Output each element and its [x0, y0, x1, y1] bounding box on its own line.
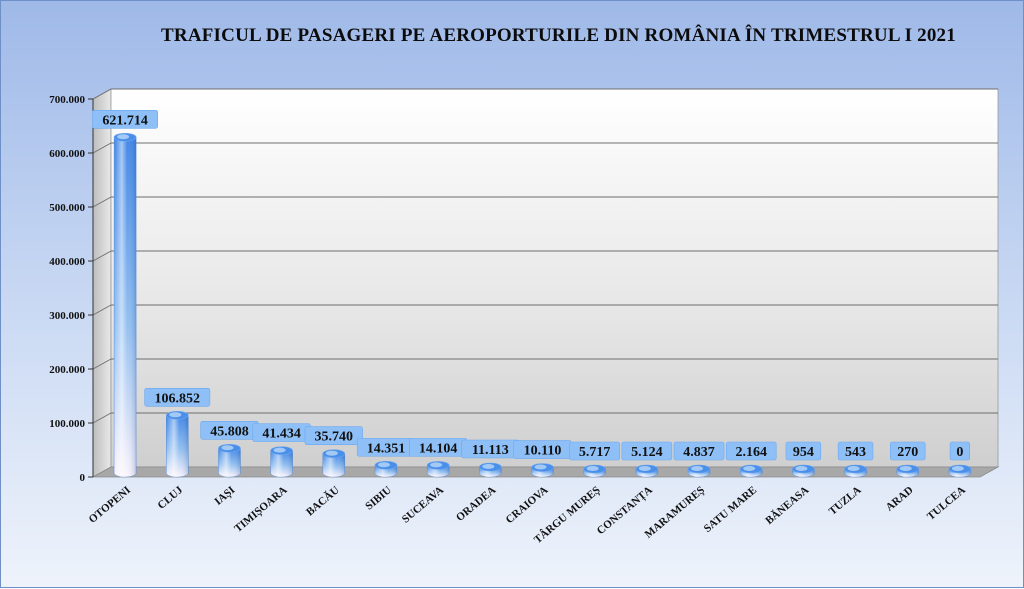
data-label-bg — [304, 426, 363, 446]
back-wall — [110, 88, 999, 468]
data-label-bg — [673, 441, 725, 461]
bars-layer — [113, 132, 972, 478]
data-label-bg — [785, 441, 822, 461]
gridline-side — [92, 250, 112, 262]
category-label: ARAD — [884, 484, 916, 514]
data-label: 11.113 — [472, 443, 509, 458]
category-label: SUCEAVA — [400, 484, 446, 526]
bar-cap-highlight — [638, 466, 651, 471]
data-label: 621.714 — [102, 113, 148, 128]
data-label: 14.104 — [419, 441, 458, 456]
data-label: 41.434 — [262, 427, 301, 442]
bar-cap-highlight — [430, 462, 443, 468]
gridline-side — [92, 196, 112, 208]
bar-cap-highlight — [951, 466, 964, 471]
bar-cap-highlight — [117, 134, 130, 140]
bar-cap-highlight — [795, 466, 808, 471]
gridline-side — [92, 304, 112, 316]
chart-title: TRAFICUL DE PASAGERI PE AEROPORTURILE DI… — [161, 25, 956, 46]
category-label: SIBIU — [363, 484, 394, 512]
data-label: 14.351 — [367, 441, 406, 456]
data-label: 10.110 — [524, 444, 562, 459]
bar-cap-highlight — [586, 466, 599, 471]
y-tick-label: 100.000 — [49, 418, 85, 430]
bar-shine — [114, 137, 137, 477]
data-label-bg — [144, 387, 211, 407]
data-label: 106.852 — [155, 391, 201, 406]
data-label: 45.808 — [210, 424, 249, 439]
data-label: 5.717 — [579, 445, 611, 460]
data-label: 0 — [956, 445, 963, 460]
y-tick-label: 0 — [80, 472, 86, 484]
y-tick-label: 200.000 — [49, 364, 85, 376]
category-label: BĂNEASA — [763, 484, 811, 527]
y-tick-label: 400.000 — [49, 256, 85, 268]
category-label: OTOPENI — [87, 484, 133, 526]
data-label: 543 — [845, 445, 866, 460]
bar-cap-highlight — [534, 464, 547, 470]
bar-shine — [322, 453, 345, 477]
data-label: 270 — [897, 445, 918, 460]
category-label: CLUJ — [155, 484, 185, 512]
category-label: TIMIȘOARA — [232, 484, 289, 535]
bar-cap-highlight — [221, 445, 234, 451]
category-label: TUZLA — [827, 484, 864, 518]
category-label: TULCEA — [925, 484, 968, 523]
bar-shine — [166, 415, 189, 477]
category-label: SATU MARE — [702, 484, 759, 535]
gridline-side — [92, 358, 112, 370]
bar-cap-highlight — [325, 450, 338, 456]
data-label-bg — [837, 441, 874, 461]
data-label: 35.740 — [315, 430, 354, 445]
gridline-side — [92, 412, 112, 424]
bar-cap-highlight — [273, 447, 286, 453]
side-wall — [92, 88, 112, 478]
data-label: 4.837 — [683, 445, 715, 460]
data-label-bg — [621, 441, 673, 461]
data-label-bg — [92, 109, 158, 129]
category-label: IAȘI — [212, 484, 237, 508]
data-label: 5.124 — [631, 445, 663, 460]
data-label-bg — [890, 441, 926, 461]
bar-cap-highlight — [169, 412, 182, 418]
gridline-side — [92, 142, 112, 154]
category-label: ORADEA — [454, 484, 498, 524]
gridline-side — [92, 88, 112, 100]
data-label-bg — [949, 441, 971, 461]
bar-cap-highlight — [482, 463, 495, 469]
y-tick-label: 600.000 — [49, 148, 85, 160]
data-label: 2.164 — [735, 445, 767, 460]
data-label: 954 — [793, 445, 814, 460]
data-label-bg — [569, 441, 620, 461]
category-label: BACĂU — [304, 484, 342, 518]
bar-shine — [218, 448, 241, 477]
bar-cap-highlight — [377, 462, 390, 468]
bar-shine — [270, 450, 293, 477]
bar-cap-highlight — [899, 466, 912, 471]
category-label: CRAIOVA — [504, 484, 551, 526]
bar-cap-highlight — [847, 466, 860, 471]
axes-layer: 0 100.000 200.000 300.000 400.000 500.000 600.… — [49, 88, 1000, 484]
y-tick-label: 500.000 — [49, 202, 85, 214]
bar-cap-highlight — [743, 466, 756, 471]
y-tick-label: 700.000 — [49, 94, 85, 106]
data-label-bg — [725, 441, 777, 461]
y-tick-label: 300.000 — [49, 310, 85, 322]
bar-cap-highlight — [691, 466, 704, 471]
